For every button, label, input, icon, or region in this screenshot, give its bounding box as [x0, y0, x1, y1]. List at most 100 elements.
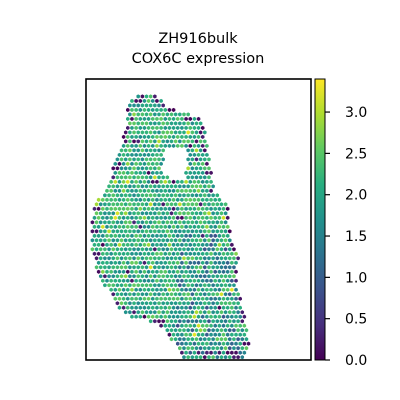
spot-marker: [159, 260, 163, 265]
spot-marker: [182, 238, 186, 243]
spot-marker: [161, 211, 165, 216]
spot-marker: [150, 98, 155, 103]
spot-marker: [207, 247, 211, 252]
spot-marker: [192, 242, 197, 247]
spot-marker: [219, 247, 224, 252]
spot-marker: [196, 278, 201, 283]
spot-marker: [119, 175, 124, 180]
spot-marker: [107, 229, 111, 234]
spot-marker: [155, 314, 159, 319]
spot-marker: [157, 103, 161, 108]
spot-marker: [167, 224, 172, 229]
spot-marker: [173, 121, 178, 126]
spot-marker: [207, 355, 211, 360]
spot-marker: [130, 206, 134, 211]
spot-marker: [155, 152, 159, 157]
spot-marker: [161, 112, 165, 117]
spot-marker: [203, 202, 207, 207]
spot-marker: [203, 220, 207, 225]
spot-marker: [198, 238, 203, 243]
spot-marker: [178, 202, 182, 207]
spot-marker: [136, 202, 140, 207]
spot-marker: [94, 229, 99, 234]
spot-marker: [163, 260, 168, 265]
spot-marker: [203, 211, 207, 216]
spot-marker: [180, 323, 184, 328]
spot-marker: [155, 242, 159, 247]
spot-marker: [207, 292, 211, 297]
spot-marker: [153, 283, 157, 288]
spot-marker: [136, 283, 140, 288]
spot-marker: [119, 193, 124, 198]
spot-marker: [196, 314, 201, 319]
spot-marker: [161, 175, 165, 180]
spot-marker: [134, 296, 138, 301]
spot-marker: [148, 211, 153, 216]
spot-marker: [194, 157, 199, 162]
spot-marker: [140, 238, 145, 243]
spot-marker: [161, 121, 165, 126]
spot-marker: [180, 305, 184, 310]
spot-marker: [171, 134, 176, 139]
spot-marker: [142, 134, 147, 139]
spot-marker: [188, 143, 193, 148]
spot-marker: [171, 215, 176, 220]
spot-marker: [161, 301, 165, 306]
spot-marker: [196, 341, 201, 346]
spot-marker: [217, 215, 222, 220]
spot-marker: [211, 184, 215, 189]
spot-marker: [180, 278, 184, 283]
spot-marker: [161, 319, 165, 324]
spot-marker: [186, 157, 190, 162]
spot-marker: [200, 341, 205, 346]
spot-marker: [132, 292, 136, 297]
spot-marker: [159, 314, 163, 319]
spot-marker: [184, 332, 188, 337]
spot-marker: [148, 238, 153, 243]
spot-marker: [142, 233, 147, 238]
spot-marker: [157, 121, 161, 126]
spot-marker: [175, 143, 180, 148]
spot-marker: [113, 296, 118, 301]
spot-marker: [221, 260, 226, 265]
spot-marker: [153, 139, 157, 144]
spot-marker: [130, 152, 134, 157]
spot-marker: [111, 193, 115, 198]
spot-marker: [213, 224, 217, 229]
spot-marker: [94, 211, 99, 216]
spot-marker: [90, 220, 95, 225]
spot-marker: [175, 197, 180, 202]
spot-marker: [213, 278, 217, 283]
spot-marker: [205, 215, 209, 220]
spot-marker: [163, 179, 168, 184]
spot-marker: [159, 125, 163, 130]
spot-marker: [123, 202, 128, 207]
spot-marker: [219, 355, 224, 360]
spot-marker: [105, 206, 109, 211]
spot-marker: [144, 211, 149, 216]
spot-marker: [232, 292, 236, 297]
spot-marker: [194, 256, 199, 261]
spot-marker: [194, 211, 199, 216]
spot-marker: [113, 224, 118, 229]
spot-marker: [155, 305, 159, 310]
spot-marker: [178, 337, 182, 342]
spot-marker: [215, 274, 220, 279]
spot-marker: [184, 314, 188, 319]
spot-marker: [211, 238, 215, 243]
spot-marker: [159, 134, 163, 139]
spot-marker: [175, 341, 180, 346]
spot-marker: [188, 197, 193, 202]
spot-marker: [153, 310, 157, 315]
spot-marker: [188, 179, 193, 184]
spot-marker: [175, 323, 180, 328]
spot-marker: [148, 103, 153, 108]
spot-marker: [209, 332, 213, 337]
spot-marker: [219, 220, 224, 225]
spot-marker: [136, 184, 140, 189]
spot-marker: [113, 269, 118, 274]
spot-marker: [203, 265, 207, 270]
spot-marker: [155, 107, 159, 112]
spot-marker: [113, 197, 118, 202]
spot-marker: [236, 355, 240, 360]
